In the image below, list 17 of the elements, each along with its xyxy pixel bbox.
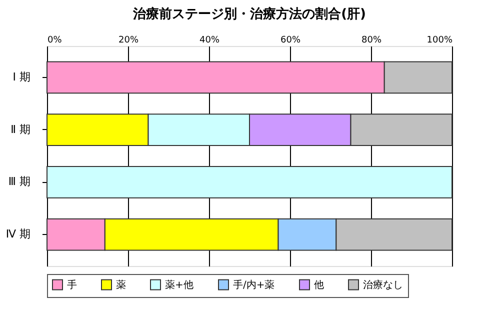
x-tick-label: 60% bbox=[280, 36, 301, 46]
legend-label: 薬 bbox=[116, 278, 126, 291]
x-tick-label: 40% bbox=[199, 36, 220, 46]
x-tick-label: 0% bbox=[48, 36, 62, 46]
legend-label: 他 bbox=[314, 278, 324, 291]
legend-label: 手 bbox=[67, 278, 77, 291]
legend-label: 薬+他 bbox=[165, 278, 194, 291]
x-tick-label: 80% bbox=[361, 36, 382, 46]
x-tick-label: 100% bbox=[426, 36, 453, 46]
legend-label: 手/内+薬 bbox=[233, 278, 275, 291]
chart-title: 治療前ステージ別・治療方法の割合(肝) bbox=[132, 6, 366, 22]
legend-label: 治療なし bbox=[363, 278, 403, 291]
y-tick-label: Ⅱ 期 bbox=[10, 122, 30, 136]
x-tick-label: 20% bbox=[118, 36, 139, 46]
y-tick-label: Ⅰ 期 bbox=[12, 70, 30, 84]
y-tick-label: Ⅳ 期 bbox=[6, 228, 30, 241]
y-tick-label: Ⅲ 期 bbox=[8, 175, 30, 188]
